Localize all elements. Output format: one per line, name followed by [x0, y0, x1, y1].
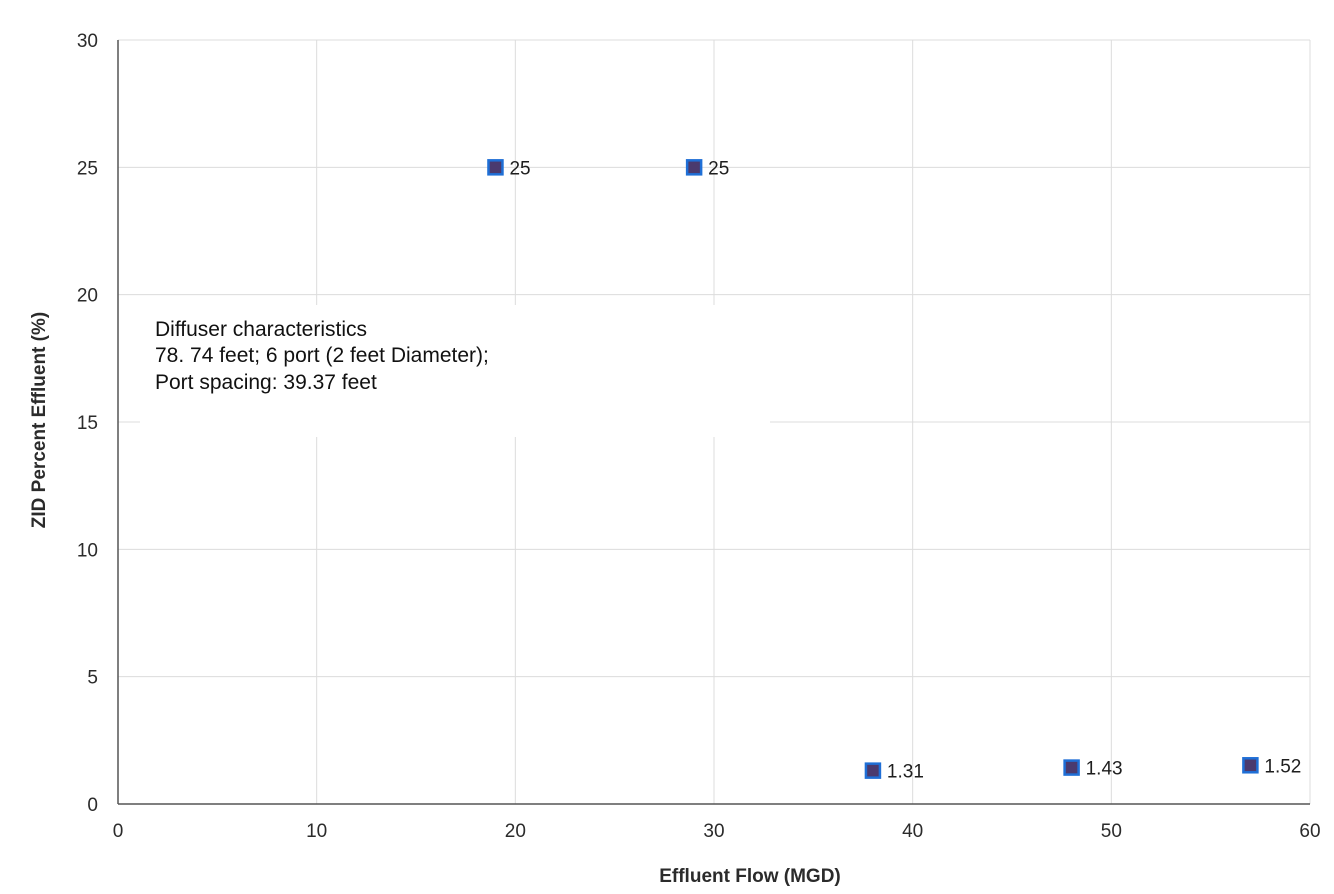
- tick-labels: 0 10 20 30 40 50 60 0 5 10 15 20 25 30: [77, 31, 1321, 842]
- y-tick-label: 15: [77, 413, 98, 434]
- annotation-line-2: 78. 74 feet; 6 port (2 feet Diameter);: [155, 344, 489, 367]
- x-axis-title: Effluent Flow (MGD): [659, 866, 841, 887]
- x-tick-label: 30: [703, 821, 724, 842]
- annotation-line-1: Diffuser characteristics: [155, 318, 367, 341]
- y-tick-label: 5: [87, 668, 98, 689]
- x-tick-label: 0: [113, 821, 124, 842]
- y-tick-label: 20: [77, 286, 98, 307]
- x-tick-label: 40: [902, 821, 923, 842]
- data-point-marker: [1063, 759, 1080, 776]
- x-tick-label: 60: [1299, 821, 1320, 842]
- data-point-marker: [685, 159, 703, 176]
- y-tick-label: 0: [87, 795, 98, 816]
- x-tick-label: 10: [306, 821, 327, 842]
- x-tick-label: 50: [1101, 821, 1122, 842]
- data-point-marker: [864, 762, 882, 779]
- x-tick-label: 20: [505, 821, 526, 842]
- axes: [117, 40, 1310, 805]
- data-point-label: 25: [708, 158, 729, 179]
- data-point-label: 25: [509, 158, 530, 179]
- y-axis-title: ZID Percent Effluent (%): [29, 312, 50, 528]
- y-tick-label: 10: [77, 540, 98, 561]
- data-point-label: 1.31: [887, 762, 924, 783]
- data-points: 25 25 1.31 1.43 1.52: [487, 158, 1301, 783]
- data-point-label: 1.52: [1264, 756, 1301, 777]
- annotation-background: [140, 305, 770, 437]
- data-point-marker: [487, 159, 504, 176]
- y-tick-label: 30: [77, 31, 98, 52]
- y-tick-label: 25: [77, 158, 98, 179]
- data-point-marker: [1242, 757, 1259, 774]
- annotation-line-3: Port spacing: 39.37 feet: [155, 371, 377, 394]
- data-point-label: 1.43: [1086, 759, 1123, 780]
